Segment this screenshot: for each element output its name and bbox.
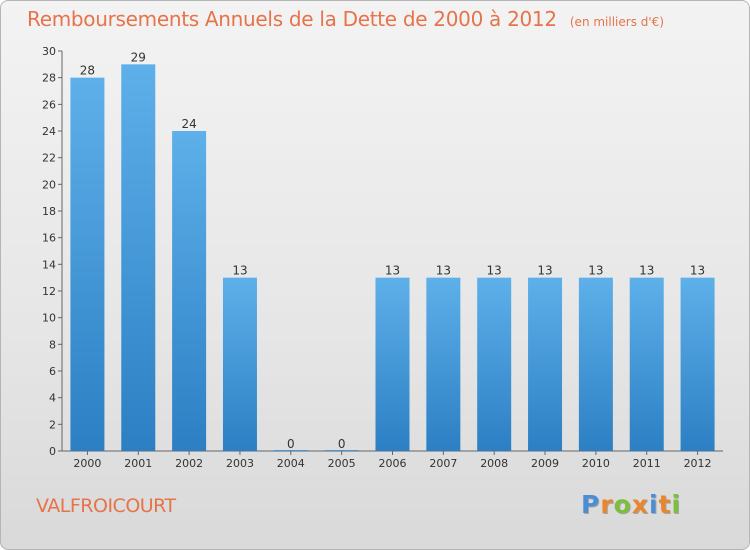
data-label: 24: [181, 117, 196, 131]
logo-letter: o: [613, 490, 632, 519]
bar: [222, 277, 257, 451]
x-tick-label: 2011: [633, 457, 661, 470]
y-tick-label: 12: [42, 285, 56, 298]
x-tick-label: 2004: [277, 457, 305, 470]
data-label: 13: [487, 264, 502, 278]
y-tick-label: 28: [42, 72, 56, 85]
bar: [528, 277, 563, 451]
data-label: 13: [436, 264, 451, 278]
logo-letter: r: [600, 490, 614, 519]
data-label: 0: [287, 437, 295, 451]
y-tick-label: 6: [49, 365, 56, 378]
data-label: 13: [537, 264, 552, 278]
bar: [426, 277, 461, 451]
logo-letter: i: [649, 490, 659, 519]
y-tick-label: 16: [42, 232, 56, 245]
x-tick-label: 2006: [379, 457, 407, 470]
y-tick-label: 4: [49, 392, 56, 405]
x-tick-label: 2001: [124, 457, 152, 470]
y-tick-label: 10: [42, 312, 56, 325]
y-tick-label: 8: [49, 338, 56, 351]
commune-name: VALFROICOURT: [36, 495, 176, 517]
y-tick-label: 14: [42, 258, 56, 271]
chart-unit: (en milliers d'€): [569, 15, 664, 29]
data-label: 13: [639, 264, 654, 278]
y-tick-label: 2: [49, 418, 56, 431]
x-tick-label: 2000: [73, 457, 101, 470]
bar: [578, 277, 613, 451]
y-tick-label: 24: [42, 125, 56, 138]
bar: [629, 277, 664, 451]
data-label: 13: [385, 264, 400, 278]
logo-letter: x: [631, 490, 649, 519]
bar: [70, 77, 105, 452]
data-label: 13: [690, 264, 705, 278]
bar: [121, 64, 156, 452]
logo-letter: i: [671, 490, 682, 519]
data-label: 29: [131, 50, 146, 64]
bar: [680, 277, 715, 451]
y-tick-label: 20: [42, 178, 56, 191]
x-tick-label: 2009: [531, 457, 559, 470]
y-tick-label: 26: [42, 98, 56, 111]
x-tick-label: 2002: [175, 457, 203, 470]
chart-title: Remboursements Annuels de la Dette de 20…: [27, 7, 557, 31]
y-tick-label: 0: [49, 445, 56, 458]
bar: [375, 277, 410, 451]
data-label: 0: [338, 437, 346, 451]
proxiti-logo: Proxiti: [581, 490, 681, 519]
bar: [477, 277, 512, 451]
x-tick-label: 2007: [429, 457, 457, 470]
y-tick-label: 18: [42, 205, 56, 218]
y-tick-label: 22: [42, 152, 56, 165]
bar: [172, 131, 207, 451]
y-tick-label: 30: [42, 45, 56, 58]
x-tick-label: 2005: [328, 457, 356, 470]
bar: [324, 450, 359, 451]
title-row: Remboursements Annuels de la Dette de 20…: [27, 7, 664, 31]
x-tick-label: 2008: [480, 457, 508, 470]
logo-letter: t: [658, 490, 672, 519]
bar: [273, 450, 308, 451]
data-label: 13: [588, 264, 603, 278]
x-tick-label: 2010: [582, 457, 610, 470]
logo-letter: P: [581, 490, 601, 519]
data-label: 28: [80, 64, 95, 78]
x-tick-label: 2003: [226, 457, 254, 470]
data-label: 13: [232, 264, 247, 278]
x-tick-label: 2012: [684, 457, 712, 470]
